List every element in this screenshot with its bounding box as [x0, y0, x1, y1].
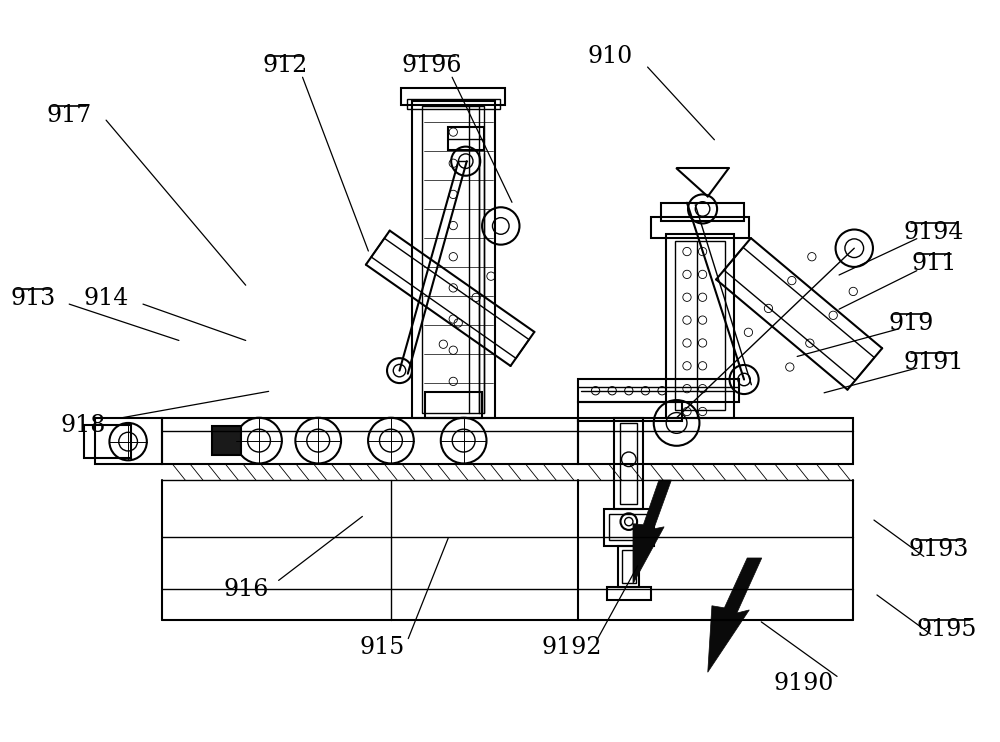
Text: 910: 910 [587, 45, 632, 68]
Text: 9192: 9192 [542, 636, 602, 659]
Bar [604, 509, 654, 545]
Text: 911: 911 [911, 252, 956, 275]
Bar [666, 234, 734, 418]
Bar [401, 88, 505, 105]
Text: 915: 915 [360, 636, 405, 659]
Bar [622, 550, 636, 583]
Text: 917: 917 [47, 104, 92, 127]
Text: 9191: 9191 [904, 351, 964, 374]
Bar [578, 402, 682, 421]
Bar [578, 379, 739, 402]
Bar [84, 425, 131, 459]
Text: 912: 912 [263, 54, 308, 77]
Text: 914: 914 [83, 287, 129, 310]
Bar [95, 418, 162, 464]
Bar [422, 106, 484, 413]
Bar [162, 418, 578, 464]
Text: 9196: 9196 [402, 54, 462, 77]
Polygon shape [708, 558, 762, 672]
Bar [614, 418, 643, 509]
Text: 9190: 9190 [774, 672, 834, 695]
Text: 918: 918 [60, 414, 106, 437]
Text: 9193: 9193 [909, 538, 969, 561]
Bar [618, 545, 639, 587]
Bar [425, 392, 482, 418]
Text: 916: 916 [223, 577, 268, 600]
Bar [651, 217, 749, 238]
Bar [407, 99, 500, 109]
Bar [661, 203, 744, 221]
Text: 919: 919 [888, 312, 934, 335]
Bar [607, 587, 651, 600]
Text: 9195: 9195 [917, 617, 977, 640]
Text: 9194: 9194 [904, 221, 964, 244]
Bar [609, 514, 649, 540]
Text: 913: 913 [11, 287, 56, 310]
Bar [578, 418, 853, 464]
Bar [412, 101, 495, 418]
Bar [675, 241, 725, 410]
Polygon shape [633, 480, 671, 584]
Bar [448, 127, 484, 150]
Bar [212, 426, 241, 455]
Bar [620, 423, 637, 504]
